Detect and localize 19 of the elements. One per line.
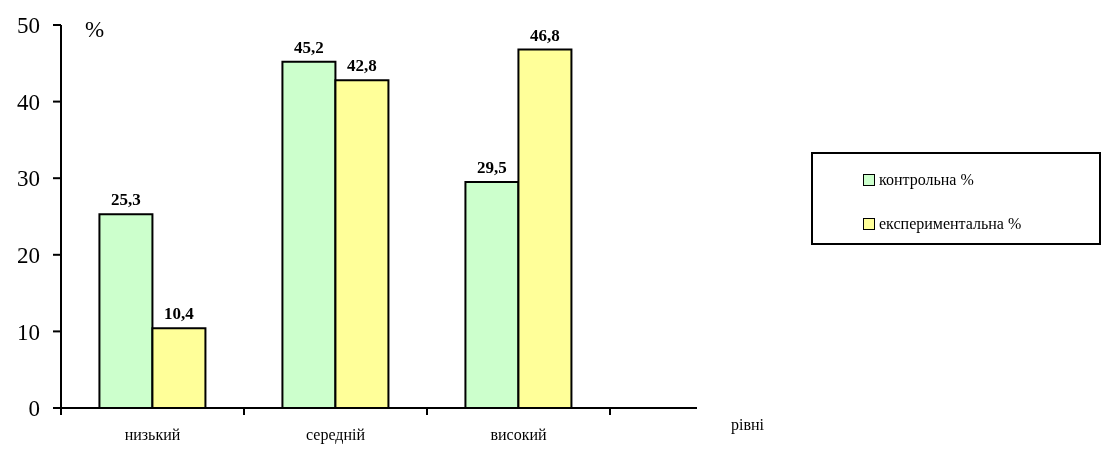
y-axis-title: % (85, 17, 105, 42)
data-label: 46,8 (530, 25, 560, 45)
y-tick-label: 30 (17, 166, 40, 192)
y-tick-label: 40 (17, 89, 40, 115)
data-label: 29,5 (477, 158, 507, 178)
legend-label: експериментальна % (879, 215, 1022, 233)
x-tick-label: середній (306, 426, 366, 444)
x-tick-label: високий (490, 426, 547, 443)
data-label: 42,8 (347, 56, 377, 76)
x-axis-title: рівні (731, 416, 765, 434)
data-label: 10,4 (164, 304, 195, 324)
data-label: 45,2 (294, 37, 324, 57)
legend-label: контрольна % (879, 171, 974, 189)
y-tick-label: 0 (28, 396, 40, 422)
x-tick-label: низький (124, 426, 181, 443)
y-tick-label: 50 (17, 13, 40, 39)
y-tick-label: 20 (17, 242, 40, 268)
data-label: 25,3 (111, 190, 141, 210)
y-tick-label: 10 (17, 319, 40, 345)
